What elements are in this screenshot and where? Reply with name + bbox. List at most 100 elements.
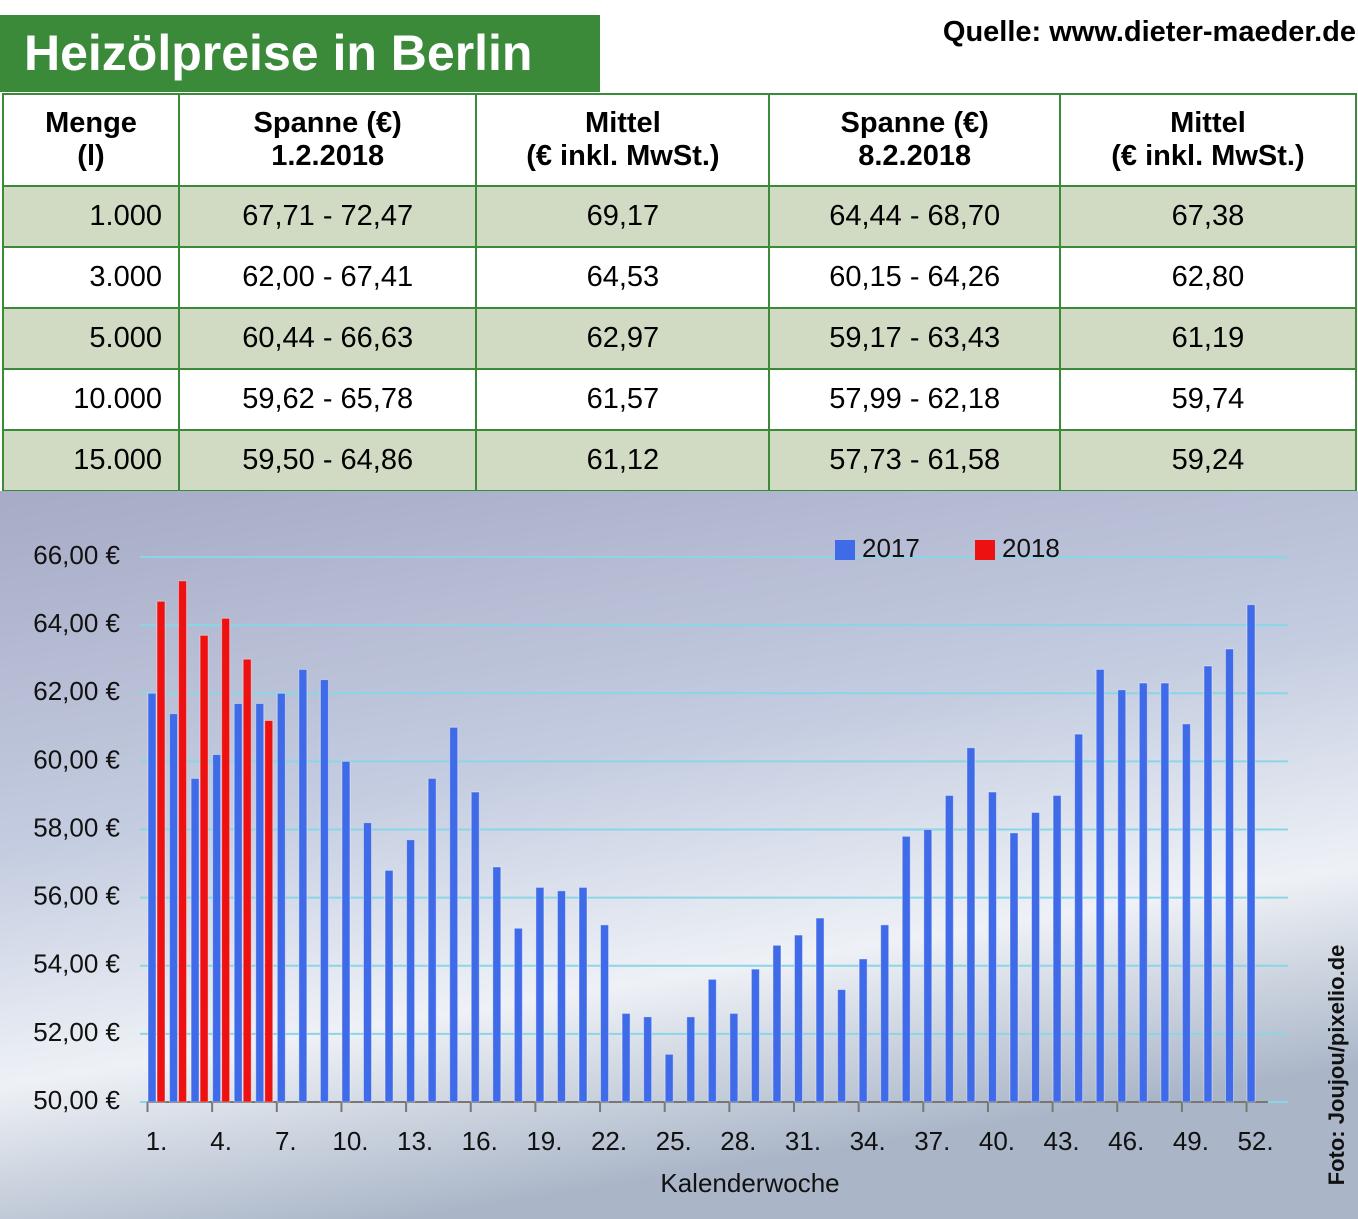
bar <box>233 702 243 1103</box>
header-line: (€ inkl. MwSt.) <box>526 140 720 172</box>
y-tick-label: 50,00 € <box>33 1085 120 1115</box>
bar <box>729 1012 739 1103</box>
x-tick-label: 7. <box>275 1126 297 1156</box>
table-cell: 60,44 - 66,63 <box>177 307 478 370</box>
table-cell: 15.000 <box>2 429 180 492</box>
header-line: Menge <box>45 107 137 139</box>
table-cell: 59,62 - 65,78 <box>177 368 478 431</box>
bar <box>837 989 847 1103</box>
bar <box>794 934 803 1103</box>
bar <box>449 726 459 1103</box>
x-tick-label: 16. <box>462 1126 498 1156</box>
bar <box>923 829 933 1103</box>
legend-swatch <box>835 540 855 560</box>
bar <box>190 777 200 1103</box>
bar <box>169 713 179 1103</box>
table-cell: 61,57 <box>475 368 771 431</box>
table-cell: 59,17 - 63,43 <box>768 307 1061 370</box>
y-tick-label: 62,00 € <box>33 676 120 706</box>
table-cell: 59,74 <box>1058 368 1358 431</box>
bar <box>643 1016 653 1103</box>
column-header: Mittel (€ inkl. MwSt.) <box>475 93 771 187</box>
bar <box>1160 682 1170 1103</box>
header-line: Mittel <box>1170 107 1246 139</box>
table-row: 10.000 59,62 - 65,78 61,57 57,99 - 62,18 59,… <box>2 368 1358 431</box>
table-cell: 61,12 <box>475 429 771 492</box>
bar <box>298 668 308 1103</box>
bar <box>880 924 890 1103</box>
bar <box>212 754 222 1103</box>
column-header: Menge (l) <box>2 93 180 187</box>
header-line: 8.2.2018 <box>858 140 972 172</box>
header-line: 1.2.2018 <box>271 140 385 172</box>
table-cell: 57,99 - 62,18 <box>768 368 1061 431</box>
bar <box>1031 811 1041 1103</box>
bar <box>470 791 480 1103</box>
table-cell: 67,71 - 72,47 <box>177 185 478 248</box>
bar <box>1074 733 1084 1103</box>
x-tick-label: 37. <box>914 1126 950 1156</box>
y-tick-label: 58,00 € <box>33 812 120 842</box>
bar <box>178 580 188 1103</box>
bar <box>664 1053 674 1103</box>
table-cell: 1.000 <box>2 185 180 248</box>
table-row: 3.000 62,00 - 67,41 64,53 60,15 - 64,26 62,8… <box>2 246 1358 309</box>
table-cell: 3.000 <box>2 246 180 309</box>
table-cell: 57,73 - 61,58 <box>768 429 1061 492</box>
table-cell: 62,97 <box>475 307 771 370</box>
table-cell: 60,15 - 64,26 <box>768 246 1061 309</box>
column-header: Spanne (€) 1.2.2018 <box>177 93 478 187</box>
column-header: Mittel (€ inkl. MwSt.) <box>1058 93 1358 187</box>
bar <box>199 634 209 1103</box>
bar <box>264 720 274 1103</box>
x-tick-label: 13. <box>397 1126 433 1156</box>
x-tick-label: 49. <box>1173 1126 1209 1156</box>
bar <box>221 617 231 1103</box>
bar <box>1138 682 1148 1103</box>
bar <box>535 886 545 1103</box>
header-line: Spanne (€) <box>253 107 402 139</box>
bar <box>156 600 166 1103</box>
table-cell: 69,17 <box>475 185 771 248</box>
x-tick-label: 40. <box>979 1126 1015 1156</box>
bar <box>1246 604 1256 1103</box>
bar <box>556 890 566 1103</box>
bar <box>1181 723 1191 1103</box>
legend-swatch <box>975 540 995 560</box>
bar <box>147 692 157 1103</box>
bar <box>901 835 911 1103</box>
header-line: (€ inkl. MwSt.) <box>1111 140 1305 172</box>
x-tick-label: 25. <box>656 1126 692 1156</box>
bar <box>1225 648 1234 1103</box>
y-tick-label: 54,00 € <box>33 949 120 979</box>
x-tick-label: 31. <box>785 1126 821 1156</box>
table-cell: 64,53 <box>475 246 771 309</box>
price-table: Menge (l) Spanne (€) 1.2.2018 Mittel (€ inkl.… <box>2 93 1358 492</box>
table-cell: 64,44 - 68,70 <box>768 185 1061 248</box>
bar <box>255 702 265 1103</box>
bar <box>384 869 394 1103</box>
legend-label: 2017 <box>862 533 920 563</box>
bar <box>363 822 372 1103</box>
bar <box>492 866 502 1103</box>
bar <box>1117 689 1127 1103</box>
bar <box>707 978 717 1103</box>
table-cell: 5.000 <box>2 307 180 370</box>
table-row: 15.000 59,50 - 64,86 61,12 57,73 - 61,58 59,… <box>2 429 1358 492</box>
table-cell: 62,80 <box>1058 246 1358 309</box>
x-tick-label: 1. <box>146 1126 168 1156</box>
bar <box>686 1016 696 1103</box>
x-tick-label: 19. <box>526 1126 562 1156</box>
bar <box>966 747 976 1103</box>
bar <box>621 1012 631 1103</box>
bar <box>513 927 523 1103</box>
x-tick-label: 43. <box>1044 1126 1080 1156</box>
bar <box>772 944 782 1103</box>
bar <box>427 777 437 1103</box>
source: Quelle: www.dieter-maeder.de <box>942 16 1356 48</box>
column-header: Spanne (€) 8.2.2018 <box>768 93 1061 187</box>
table-row: 5.000 60,44 - 66,63 62,97 59,17 - 63,43 61,1… <box>2 307 1358 370</box>
photo-credit: Foto: Joujou/pixelio.de <box>1324 945 1349 1186</box>
bar <box>987 791 997 1103</box>
